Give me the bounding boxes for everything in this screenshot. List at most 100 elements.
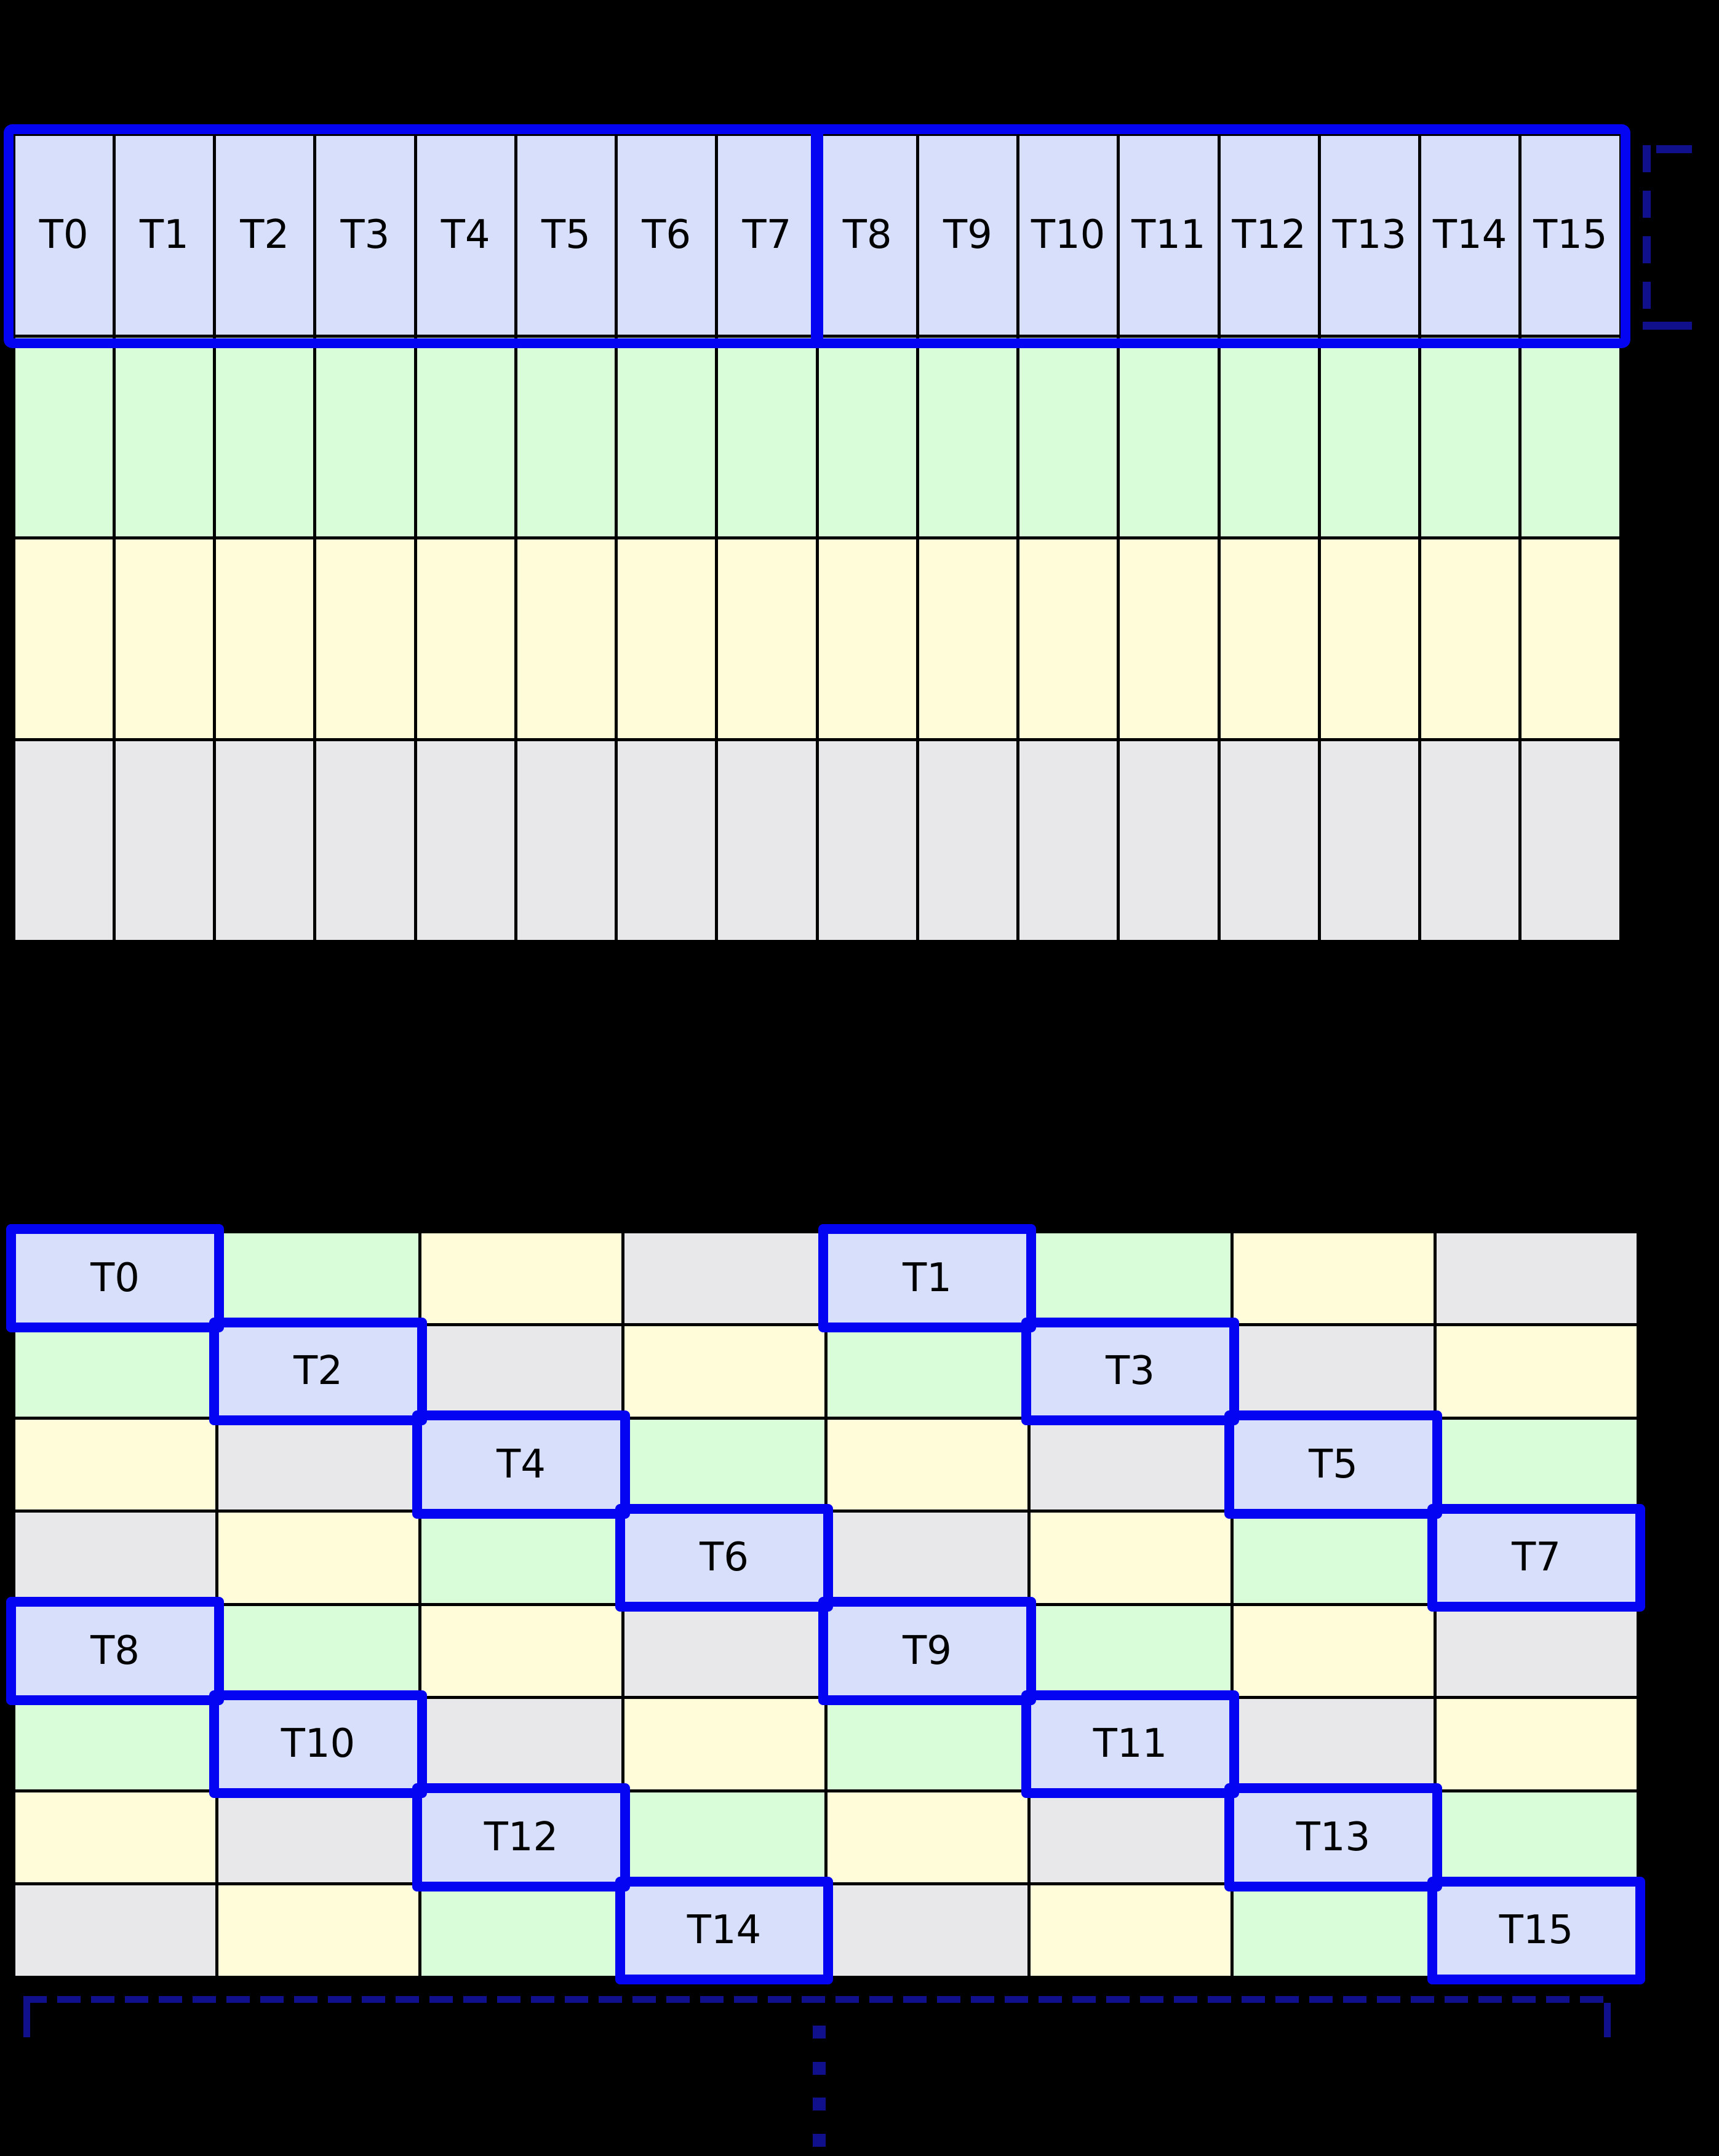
top-grid-cell [618, 741, 716, 940]
bottom-grid-cell [1030, 1605, 1230, 1696]
bottom-grid-cell [1233, 1605, 1434, 1696]
top-grid-cell [15, 337, 113, 536]
thread-cell-T1: T1 [115, 135, 213, 335]
bottom-grid-cell [1030, 1326, 1230, 1417]
top-grid-cell [818, 539, 916, 738]
swizzle-cell-T7: T7 [1512, 1535, 1561, 1581]
swizzle-outline-T7 [1427, 1503, 1645, 1612]
bottom-grid-cell [624, 1699, 824, 1789]
bottom-grid-cell [218, 1419, 418, 1510]
bottom-grid-cell [15, 1326, 215, 1417]
bottom-grid-cell [15, 1419, 215, 1510]
bottom-grid-cell [421, 1513, 621, 1603]
top-grid-cell [618, 539, 716, 738]
bottom-grid-cell [15, 1885, 215, 1976]
bottom-grid-cell [421, 1605, 621, 1696]
top-grid-cell [316, 539, 414, 738]
top-grid-cell [818, 741, 916, 940]
bottom-grid-cell [421, 1233, 621, 1323]
bottom-grid-cell [624, 1792, 824, 1882]
bottom-grid-cell [624, 1233, 824, 1323]
thread-cell-T12: T12 [1220, 135, 1318, 335]
swizzle-outline-T5 [1224, 1410, 1442, 1519]
bottom-grid-cell [218, 1605, 418, 1696]
top-grid-cell [1019, 337, 1117, 536]
top-grid-cell [1220, 741, 1318, 940]
bottom-grid-cell [624, 1885, 824, 1976]
dashed-extent-bracket-icon-left-leg [23, 2003, 30, 2037]
bottom-grid-cell [1233, 1513, 1434, 1603]
swizzle-cell-T5: T5 [1309, 1441, 1358, 1487]
bottom-grid-cell [218, 1233, 418, 1323]
bottom-grid-cell [827, 1419, 1027, 1510]
top-grid-cell [818, 337, 916, 536]
thread-cell-T5: T5 [517, 135, 615, 335]
thread-cell-T9: T9 [919, 135, 1016, 335]
top-grid-cell [1421, 741, 1519, 940]
thread-cell-T4: T4 [417, 135, 514, 335]
swizzle-cell-T13: T13 [1296, 1814, 1371, 1860]
bottom-grid-cell [1233, 1326, 1434, 1417]
top-grid-cell [417, 337, 514, 536]
bottom-grid-cell [624, 1605, 824, 1696]
bottom-grid-cell [1436, 1792, 1637, 1882]
top-grid-cell [718, 741, 816, 940]
top-grid-cell [216, 741, 314, 940]
top-grid-cell [15, 741, 113, 940]
top-grid-cell [1120, 539, 1218, 738]
swizzle-outline-T3 [1021, 1317, 1239, 1425]
top-grid-cell [1320, 337, 1418, 536]
bottom-grid-cell [1436, 1605, 1637, 1696]
swizzle-outline-T12 [412, 1783, 630, 1891]
bottom-grid-cell [827, 1885, 1027, 1976]
bottom-grid-cell [827, 1792, 1027, 1882]
bottom-grid-cell [624, 1326, 824, 1417]
thread-cell-T14: T14 [1421, 135, 1519, 335]
bottom-grid-cell [1233, 1419, 1434, 1510]
bottom-grid-cell [1030, 1792, 1230, 1882]
bottom-grid-cell [624, 1419, 824, 1510]
bottom-grid-cell [827, 1513, 1027, 1603]
top-grid-cell [1120, 741, 1218, 940]
top-grid-cell [1522, 337, 1619, 536]
swizzle-outline-T9 [818, 1597, 1036, 1705]
bottom-grid-cell [827, 1233, 1027, 1323]
dashed-extent-bracket-icon-right-leg [1604, 2003, 1611, 2037]
swizzle-cell-T2: T2 [293, 1348, 343, 1394]
thread-cell-T15: T15 [1522, 135, 1619, 335]
bottom-grid-cell [1030, 1513, 1230, 1603]
bottom-grid-cell [1436, 1513, 1637, 1603]
thread-cell-T2: T2 [216, 135, 314, 335]
bottom-grid-cell [218, 1699, 418, 1789]
top-grid-cell [517, 539, 615, 738]
swizzle-cell-T10: T10 [281, 1721, 356, 1767]
bottom-grid-cell [15, 1792, 215, 1882]
swizzle-outline-T2 [209, 1317, 427, 1425]
bottom-grid-cell [421, 1419, 621, 1510]
vertical-ellipsis-icon-dot [813, 2026, 826, 2039]
vertical-ellipsis-icon-dot [813, 2133, 826, 2147]
bottom-grid-cell [1030, 1699, 1230, 1789]
thread-cell-T10: T10 [1019, 135, 1117, 335]
swizzle-cell-T15: T15 [1499, 1907, 1574, 1954]
thread-cell-T13: T13 [1320, 135, 1418, 335]
swizzle-outline-T10 [209, 1690, 427, 1798]
swizzle-cell-T12: T12 [484, 1814, 559, 1860]
bottom-grid-cell [15, 1513, 215, 1603]
bottom-grid-cell [421, 1699, 621, 1789]
top-grid-cell [919, 337, 1016, 536]
bottom-grid-cell [1233, 1885, 1434, 1976]
bottom-grid-cell [1030, 1233, 1230, 1323]
vertical-ellipsis-icon-dot [813, 2061, 826, 2075]
bottom-grid-cell [1030, 1419, 1230, 1510]
top-grid-cell [1522, 539, 1619, 738]
top-grid-cell [718, 539, 816, 738]
top-grid-cell [1120, 337, 1218, 536]
swizzle-cell-T11: T11 [1093, 1721, 1168, 1767]
swizzle-cell-T0: T0 [90, 1255, 140, 1301]
thread-cell-T3: T3 [316, 135, 414, 335]
dashed-warp-bracket-icon-bottom [1643, 322, 1692, 330]
warp-outline-divider [811, 125, 823, 344]
top-grid-cell [1522, 741, 1619, 940]
top-grid-cell [1220, 539, 1318, 738]
